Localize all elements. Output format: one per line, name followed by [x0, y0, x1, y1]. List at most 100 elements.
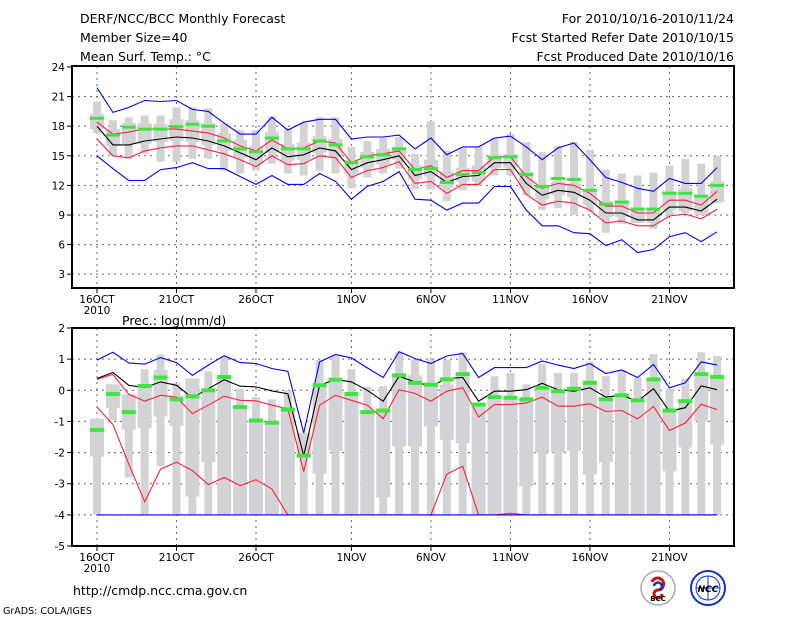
- ensemble-whisker: [665, 165, 674, 215]
- ensemble-box: [233, 407, 248, 515]
- ensemble-box: [535, 186, 550, 200]
- ensemble-box: [503, 397, 518, 515]
- x-tick-label: 26OCT: [238, 552, 274, 564]
- observed-mark: [185, 394, 200, 399]
- ensemble-box: [312, 385, 327, 474]
- ensemble-box: [201, 390, 216, 463]
- ensemble-box: [328, 379, 343, 451]
- ensemble-whisker: [426, 121, 435, 190]
- ensemble-box: [248, 145, 263, 164]
- observed-mark: [694, 372, 709, 377]
- ensemble-whisker: [124, 394, 133, 478]
- ensemble-box: [614, 395, 629, 515]
- x-tick-label: 1NOV: [336, 552, 367, 564]
- observed-mark: [248, 418, 263, 423]
- y-tick-label: 9: [58, 210, 65, 222]
- observed-mark: [710, 374, 725, 379]
- y-tick-label: 24: [52, 62, 66, 74]
- y-tick-label: -4: [55, 510, 66, 522]
- forecast-period: For 2010/10/16-2010/11/24: [562, 11, 734, 26]
- observed-mark: [105, 392, 120, 397]
- observed-mark: [264, 136, 279, 140]
- ensemble-box: [455, 374, 470, 444]
- y-tick-label: 15: [52, 151, 65, 163]
- ensemble-whisker: [633, 175, 642, 223]
- observed-mark: [312, 383, 327, 388]
- grads-credit: GrADS: COLA/IGES: [3, 606, 92, 617]
- observed-mark: [503, 395, 518, 400]
- x-tick-label: 11NOV: [492, 552, 529, 564]
- observed-mark: [121, 125, 136, 129]
- ensemble-box: [535, 387, 550, 453]
- ensemble-box: [280, 409, 295, 515]
- ensemble-box: [89, 418, 104, 457]
- observed-mark: [137, 127, 152, 131]
- ensemble-box: [169, 395, 184, 426]
- observed-mark: [376, 153, 391, 157]
- x-tick-label: 6NOV: [416, 552, 447, 564]
- ensemble-box: [646, 208, 661, 223]
- y-tick-label: 3: [58, 269, 65, 281]
- observed-mark: [439, 377, 454, 382]
- observed-mark: [153, 127, 168, 131]
- observed-mark: [217, 374, 232, 379]
- observed-mark: [105, 133, 120, 137]
- forecast-start-date: Fcst Started Refer Date 2010/10/15: [512, 30, 735, 45]
- series-line-upper: [96, 373, 718, 472]
- x-year-label: 2010: [84, 563, 111, 575]
- y-tick-label: 12: [52, 180, 65, 192]
- y-tick-label: 6: [58, 240, 65, 252]
- observed-mark: [519, 397, 534, 402]
- ensemble-box: [630, 400, 645, 515]
- observed-mark: [455, 372, 470, 377]
- precipitation-panel: -5 -4 -3 -2 -1 0 1 2 16OCT 21OCT 26OCT 1NOV 6NOV 11NO…: [55, 323, 735, 575]
- observed-mark: [551, 176, 566, 180]
- observed-mark: [169, 125, 184, 129]
- observed-mark: [201, 388, 216, 393]
- observed-mark: [710, 183, 725, 187]
- observed-mark: [582, 188, 597, 192]
- y-tick-label: 0: [58, 385, 65, 397]
- series-line-mean: [96, 125, 718, 221]
- observed-mark: [471, 402, 486, 407]
- observed-mark: [598, 202, 613, 206]
- bcc-logo-text: BCC: [650, 595, 666, 603]
- observed-mark: [280, 407, 295, 412]
- observed-mark: [89, 427, 104, 432]
- ensemble-box: [137, 384, 152, 429]
- observed-mark: [503, 155, 518, 159]
- observed-mark: [360, 155, 375, 159]
- observed-mark: [137, 383, 152, 388]
- observed-mark: [89, 116, 104, 120]
- x-tick-label: 16OCT: [79, 294, 115, 306]
- x-tick-label: 1NOV: [336, 294, 367, 306]
- observed-mark: [360, 410, 375, 415]
- ensemble-box: [105, 129, 120, 146]
- observed-mark: [121, 410, 136, 415]
- x-tick-label: 16NOV: [572, 552, 609, 564]
- y-tick-label: 18: [52, 121, 65, 133]
- ensemble-whisker: [426, 359, 435, 515]
- ensemble-box: [408, 375, 423, 447]
- ensemble-box: [264, 422, 279, 515]
- observed-mark: [376, 408, 391, 413]
- member-size: Member Size=40: [80, 30, 187, 45]
- observed-mark: [662, 191, 677, 195]
- ensemble-box: [328, 139, 343, 156]
- observed-mark: [201, 124, 216, 128]
- observed-mark: [471, 171, 486, 175]
- y-tick-label: -1: [55, 416, 65, 428]
- ensemble-whisker: [172, 382, 181, 515]
- observed-mark: [328, 143, 343, 147]
- ncc-logo: NCC: [690, 570, 726, 606]
- ensemble-whisker: [522, 141, 531, 196]
- observed-mark: [614, 200, 629, 204]
- observed-mark: [344, 392, 359, 397]
- ensemble-box: [439, 384, 454, 440]
- observed-mark: [233, 405, 248, 410]
- observed-mark: [248, 150, 263, 154]
- observed-mark: [630, 207, 645, 211]
- ensemble-box: [582, 190, 597, 206]
- series-line-lower: [96, 138, 718, 227]
- observed-mark: [614, 393, 629, 398]
